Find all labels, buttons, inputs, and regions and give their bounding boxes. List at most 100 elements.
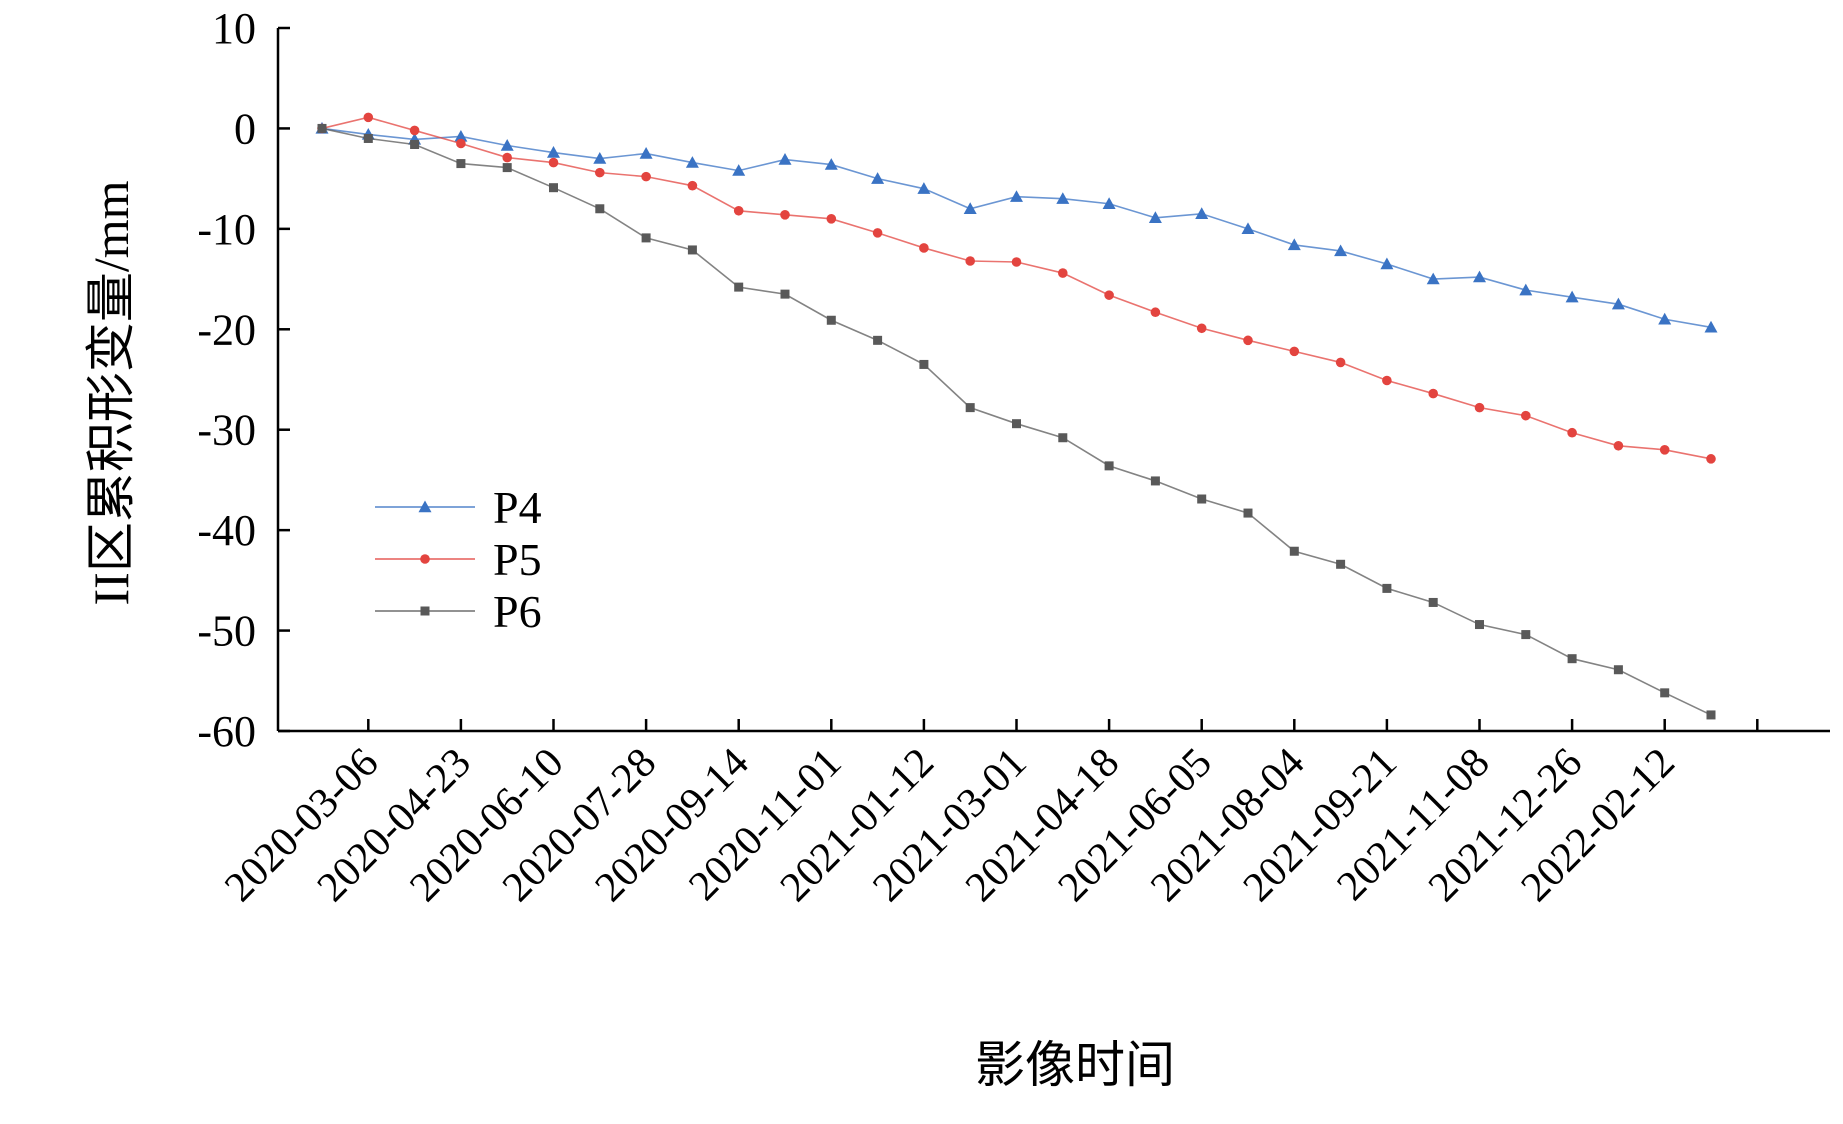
data-point [641, 233, 651, 243]
data-point [1058, 433, 1068, 443]
y-tick-label: 0 [234, 104, 256, 153]
data-point [593, 152, 607, 164]
data-point [1475, 620, 1484, 630]
data-point [1150, 476, 1160, 486]
data-point [1428, 388, 1438, 399]
data-point [1335, 357, 1346, 368]
data-point [963, 202, 977, 214]
data-point [778, 153, 792, 165]
data-point [363, 133, 373, 143]
data-point [1474, 402, 1485, 413]
legend-swatch-marker [420, 554, 430, 564]
data-point [780, 289, 790, 299]
data-point [1148, 211, 1162, 224]
data-point [595, 204, 605, 214]
data-point [1289, 346, 1300, 357]
data-point [1567, 654, 1577, 664]
data-point [1565, 290, 1579, 303]
y-tick-label: -50 [197, 607, 256, 656]
data-point [1104, 290, 1114, 300]
data-point [733, 205, 744, 216]
data-point [641, 171, 651, 182]
data-point [1613, 440, 1624, 451]
data-point [873, 335, 883, 345]
data-point [1380, 257, 1394, 270]
data-point [456, 159, 466, 169]
data-point [548, 157, 559, 168]
legend-label: P6 [493, 586, 542, 637]
data-point [1010, 190, 1023, 202]
series-line [321, 127, 1712, 329]
data-point [1428, 597, 1438, 607]
data-point [1289, 546, 1299, 556]
data-point [687, 180, 698, 191]
legend-item-p6: P6 [375, 586, 542, 637]
data-point [1197, 494, 1207, 504]
y-tick-label: -40 [197, 506, 256, 555]
data-point [1613, 665, 1623, 675]
data-point [872, 228, 883, 238]
data-point [1521, 410, 1531, 421]
data-point [1706, 710, 1716, 720]
data-point [410, 139, 420, 149]
data-point [1704, 320, 1718, 333]
data-point [1336, 559, 1346, 569]
data-point [1195, 207, 1209, 219]
data-point [1287, 238, 1301, 251]
data-point [965, 256, 975, 266]
data-point [1056, 192, 1070, 204]
data-point [595, 167, 605, 178]
legend-swatch-marker [420, 606, 430, 616]
data-point [917, 182, 931, 194]
y-tick-label: -10 [197, 205, 256, 254]
data-point [919, 359, 929, 369]
series-line [321, 116, 1712, 460]
data-point [1243, 508, 1253, 518]
data-point [547, 146, 560, 158]
data-point [780, 209, 790, 220]
data-point [1334, 244, 1348, 257]
y-tick-label: 10 [212, 4, 256, 53]
y-tick-label: -20 [197, 305, 256, 354]
y-ticks: 10 0 -10 -20 -30 -40 -50 -60 [197, 4, 290, 756]
data-point [826, 315, 836, 325]
data-point [317, 123, 327, 133]
y-tick-label: -60 [197, 707, 256, 756]
legend-label: P5 [493, 534, 542, 585]
legend-swatch-marker [418, 500, 432, 513]
data-point [1012, 419, 1021, 429]
data-point [1241, 222, 1255, 235]
data-point [1567, 427, 1577, 438]
series-p5 [317, 112, 1716, 464]
y-axis-title: II区累积形变量/mm [83, 180, 139, 605]
data-point [454, 129, 468, 142]
data-point [500, 139, 514, 151]
data-point [1473, 270, 1486, 283]
x-axis-title: 影像时间 [975, 1037, 1175, 1093]
data-point [1382, 375, 1392, 386]
data-point [1658, 312, 1672, 325]
data-point [1104, 461, 1114, 471]
data-point [502, 152, 512, 163]
data-point [1150, 307, 1161, 318]
data-point [1521, 630, 1531, 640]
data-point [639, 147, 653, 159]
data-point [363, 112, 374, 123]
legend-item-p5: P5 [375, 534, 542, 585]
data-point [685, 156, 699, 168]
series-p6 [317, 123, 1716, 720]
data-point [687, 245, 697, 255]
data-point [1519, 283, 1533, 296]
data-point [1102, 197, 1116, 209]
data-point [826, 214, 837, 224]
data-point [1706, 454, 1716, 464]
data-point [919, 243, 929, 253]
data-point [1058, 268, 1068, 278]
legend-item-p4: P4 [375, 482, 542, 533]
data-point [1660, 688, 1670, 698]
data-point [1611, 297, 1625, 310]
legend-label: P4 [493, 482, 542, 533]
